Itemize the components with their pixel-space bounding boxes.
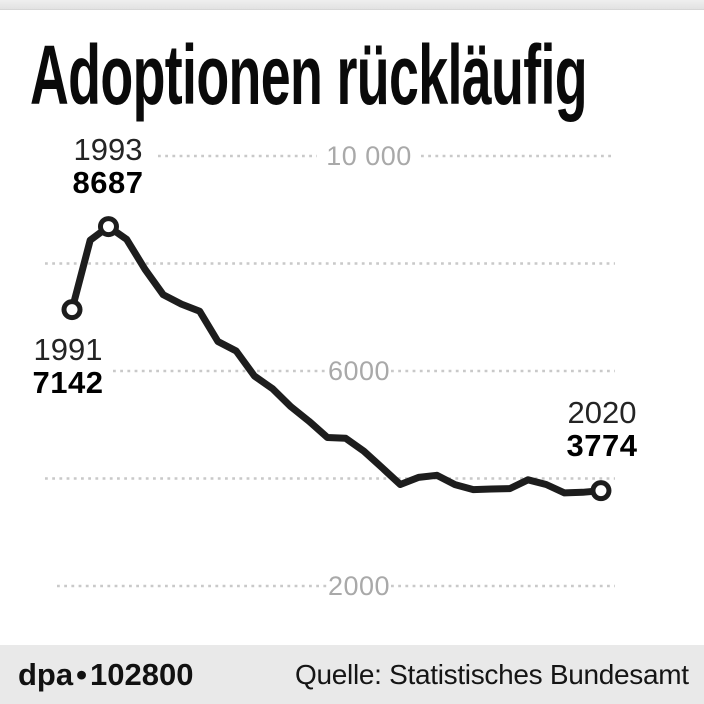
- y-axis-tick-labels: 10 000 6000 2000: [326, 141, 412, 601]
- annotation-year: 2020: [567, 395, 637, 430]
- annotation-value: 7142: [32, 365, 104, 400]
- annotation-value: 8687: [72, 165, 144, 200]
- data-line: [68, 223, 605, 497]
- data-point-markers: [61, 216, 612, 502]
- annotation-1991: 1991 7142: [22, 333, 114, 399]
- annotation-year: 1991: [33, 332, 103, 367]
- dpa-logo: dpa: [18, 657, 74, 692]
- dpa-credit: dpa•102800: [18, 645, 193, 704]
- svg-text:2000: 2000: [328, 571, 390, 601]
- bullet-separator: •: [76, 657, 87, 692]
- svg-text:6000: 6000: [328, 356, 390, 386]
- graphic-number: 102800: [89, 657, 194, 692]
- footer-bar: dpa•102800 Quelle: Statistisches Bundesa…: [0, 645, 704, 704]
- svg-text:10 000: 10 000: [326, 141, 412, 171]
- annotation-1993: 1993 8687: [62, 133, 154, 199]
- annotation-year: 1993: [73, 132, 143, 167]
- chart-title: Adoptionen rückläufig: [30, 28, 588, 122]
- annotation-2020: 2020 3774: [556, 396, 648, 462]
- source-label: Quelle: Statistisches Bundesamt: [295, 659, 689, 690]
- top-border-strip: [0, 0, 704, 10]
- annotation-value: 3774: [566, 428, 638, 463]
